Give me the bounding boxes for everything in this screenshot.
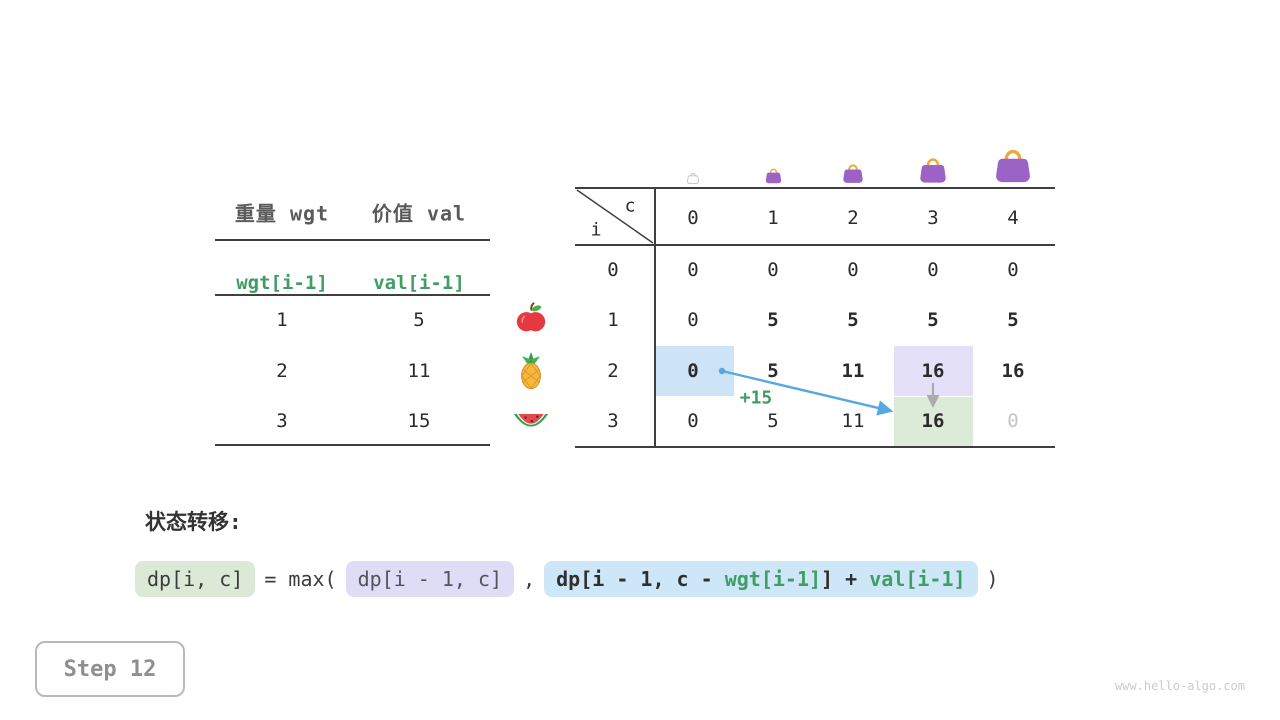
add-value-label: +15 — [739, 387, 773, 409]
dp-col-header-1: 1 — [767, 207, 779, 229]
dp-row-header-3: 3 — [607, 410, 619, 432]
dp-cell-1-2: 5 — [847, 309, 859, 331]
bag-capacity-0-icon — [686, 171, 700, 184]
dp-cell-2-4: 16 — [1001, 360, 1025, 382]
dp-row-header-1: 1 — [607, 309, 619, 331]
dp-col-header-3: 3 — [927, 207, 939, 229]
dp-cell-3-2: 11 — [841, 410, 865, 432]
dp-cell-0-0: 0 — [687, 259, 699, 281]
item-table-bottom-rule — [215, 444, 490, 446]
dp-col-header-4: 4 — [1007, 207, 1019, 229]
formula-equals-max: = max( — [264, 567, 337, 591]
dp-cell-0-3: 0 — [927, 259, 939, 281]
item-wgt-3: 3 — [276, 410, 288, 432]
dp-cell-1-0: 0 — [687, 309, 699, 331]
dp-row-header-0: 0 — [607, 259, 619, 281]
transition-formula: dp[i, c] = max( dp[i - 1, c] , dp[i - 1,… — [135, 561, 999, 597]
formula-lhs: dp[i, c] — [135, 561, 256, 597]
item-table-formula-rule — [215, 294, 490, 296]
formula-arg2-wgt: wgt[i-1] — [724, 567, 822, 591]
bag-capacity-1-icon — [764, 166, 783, 184]
formula-arg2-val: val[i-1] — [869, 567, 966, 591]
dp-cell-3-1: 5 — [767, 410, 779, 432]
bag-capacity-3-icon — [917, 154, 949, 184]
dp-col-header-2: 2 — [847, 207, 859, 229]
dp-row-header-2: 2 — [607, 360, 619, 382]
dp-cell-2-0: 0 — [687, 360, 699, 382]
dp-cell-0-2: 0 — [847, 259, 859, 281]
formula-arg2: dp[i - 1, c - wgt[i-1]] + val[i-1] — [544, 561, 978, 597]
step-badge: Step 12 — [35, 641, 185, 697]
dp-cell-0-1: 0 — [767, 259, 779, 281]
dp-cell-3-4: 0 — [1007, 410, 1019, 432]
item-val-3: 15 — [407, 410, 431, 432]
dp-cell-3-3: 16 — [921, 410, 945, 432]
dp-cell-3-0: 0 — [687, 410, 699, 432]
formula-close-paren: ) — [986, 567, 999, 591]
transition-heading: 状态转移: — [145, 510, 242, 534]
item-val-2: 11 — [407, 360, 431, 382]
formula-arg1: dp[i - 1, c] — [345, 561, 515, 597]
dp-col-header-0: 0 — [687, 207, 699, 229]
dp-cell-1-1: 5 — [767, 309, 779, 331]
dp-table-bottom-rule — [575, 446, 1055, 448]
dp-corner-i-label: i — [590, 219, 602, 241]
watermelon-icon — [513, 409, 549, 436]
formula-comma: , — [523, 567, 536, 591]
watermark: www.hello-algo.com — [1114, 679, 1245, 693]
dp-cell-2-3: 16 — [921, 360, 945, 382]
dp-cell-2-1: 5 — [767, 360, 779, 382]
dp-cell-1-3: 5 — [927, 309, 939, 331]
item-table-header-wgt: 重量 wgt — [234, 201, 330, 226]
item-val-1: 5 — [413, 309, 425, 331]
dp-corner-c-label: c — [624, 195, 636, 217]
dp-corner-diagonal — [576, 189, 654, 244]
item-table-header-val: 价值 val — [371, 201, 467, 226]
bag-capacity-4-icon — [992, 144, 1034, 184]
dp-table-vertical-rule — [654, 187, 656, 448]
formula-arg2-prefix: dp[i - 1, c - — [556, 567, 725, 591]
item-table-val-formula: val[i-1] — [373, 272, 465, 294]
dp-table-top-rule — [575, 187, 1055, 189]
dp-cell-0-4: 0 — [1007, 259, 1019, 281]
item-wgt-2: 2 — [276, 360, 288, 382]
apple-icon — [516, 302, 546, 334]
item-table-header-rule — [215, 239, 490, 241]
dp-cell-1-4: 5 — [1007, 309, 1019, 331]
formula-arg2-mid: ] + — [821, 567, 870, 591]
item-table-wgt-formula: wgt[i-1] — [236, 272, 328, 294]
item-wgt-1: 1 — [276, 309, 288, 331]
pineapple-icon — [517, 352, 545, 390]
dp-table-header-rule — [575, 244, 1055, 246]
dp-cell-2-2: 11 — [841, 360, 865, 382]
bag-capacity-2-icon — [841, 161, 865, 184]
